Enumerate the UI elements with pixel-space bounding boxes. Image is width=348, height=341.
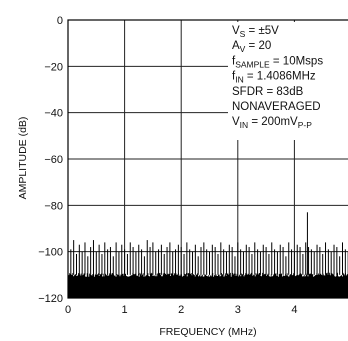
annotation-line: SFDR = 83dB (232, 86, 304, 98)
y-tick-label: −60 (44, 154, 63, 166)
y-tick-label: −80 (44, 200, 63, 212)
annotation-line: fSAMPLE = 10Msps (232, 55, 323, 69)
y-tick-labels: 0 −20 −40 −60 −80 −100 −120 (38, 15, 63, 305)
annotation-line: VIN = 200mVP-P (232, 116, 312, 130)
annotation-line: AV = 20 (232, 40, 271, 54)
annotation-line: NONAVERAGED (232, 101, 321, 113)
y-tick-label: 0 (57, 15, 63, 27)
annotation-line: VS = ±5V (232, 25, 279, 39)
y-axis-label: AMPLITUDE (dB) (17, 117, 29, 200)
plot-frame (67, 19, 348, 299)
y-tick-label: −120 (38, 293, 63, 305)
x-tick-label: 3 (235, 304, 241, 316)
plot-border (67, 19, 348, 299)
annotation-line: fIN = 1.4086MHz (232, 71, 316, 85)
y-tick-label: −40 (44, 108, 63, 120)
x-tick-label: 2 (178, 304, 184, 316)
series (67, 212, 348, 275)
y-tick-label: −20 (44, 61, 63, 73)
x-tick-labels: 012345 (65, 304, 348, 316)
y-tick-label: −100 (38, 247, 63, 259)
x-axis-label: FREQUENCY (MHz) (159, 326, 256, 338)
noise-floor (67, 272, 348, 298)
x-tick-label: 0 (65, 304, 71, 316)
annotation-background (228, 22, 348, 140)
x-tick-label: 1 (122, 304, 128, 316)
x-tick-label: 4 (291, 304, 297, 316)
noise-band (67, 272, 348, 298)
